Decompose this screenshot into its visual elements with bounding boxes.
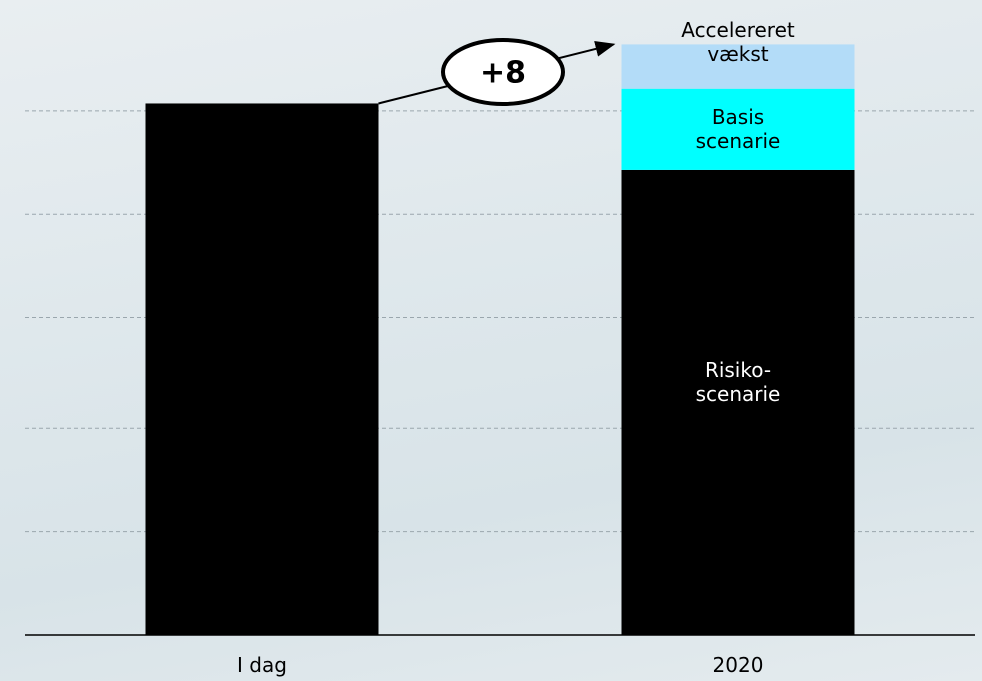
x-tick-label: I dag <box>197 653 327 677</box>
bar-segment <box>146 103 379 635</box>
x-tick-label: 2020 <box>673 653 803 677</box>
segment-label: Risiko-scenarie <box>673 358 803 406</box>
annotation-text: +8 <box>480 56 526 91</box>
chart: +8 <box>0 0 982 681</box>
segment-label: Accelereret vækst <box>673 18 803 66</box>
page: +8 I dag Risiko-scenarie Basis scenarie Acc… <box>0 0 982 681</box>
segment-label: Basis scenarie <box>673 105 803 153</box>
